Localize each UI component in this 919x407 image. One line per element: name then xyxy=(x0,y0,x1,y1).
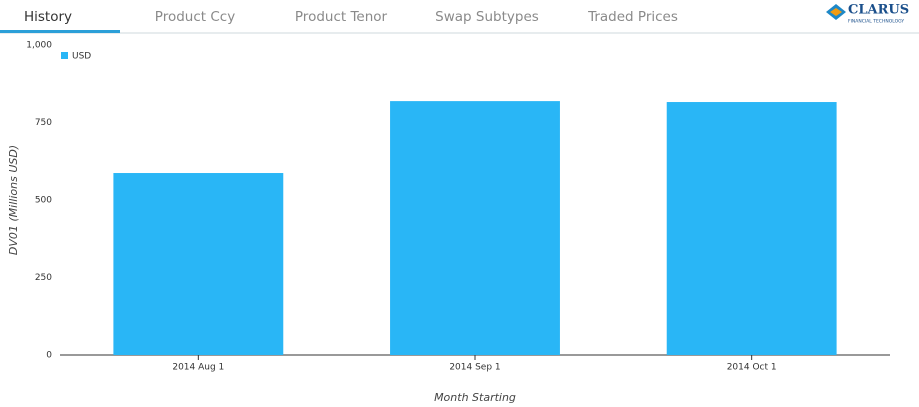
logo-icon-inner xyxy=(830,8,842,16)
logo: CLARUS FINANCIAL TECHNOLOGY xyxy=(826,3,909,25)
x-tick-label: 2014 Aug 1 xyxy=(172,363,224,373)
logo-tagline: FINANCIAL TECHNOLOGY xyxy=(848,19,904,25)
legend-swatch xyxy=(61,52,68,59)
logo-name: CLARUS xyxy=(848,3,909,18)
y-tick-label: 750 xyxy=(35,118,52,128)
tab[interactable]: Traded Prices xyxy=(587,9,678,25)
y-tick-label: 250 xyxy=(35,273,52,283)
y-tick-label: 500 xyxy=(35,196,52,206)
x-tick-label: 2014 Sep 1 xyxy=(449,363,500,373)
y-axis-title: DV01 (Millions USD) xyxy=(7,145,20,255)
active-tab-indicator xyxy=(0,30,120,33)
tab[interactable]: Product Tenor xyxy=(295,9,388,25)
y-tick-label: 0 xyxy=(46,351,52,361)
legend-label: USD xyxy=(72,52,91,62)
x-axis-title: Month Starting xyxy=(434,391,516,404)
bar xyxy=(666,102,837,355)
bar xyxy=(113,173,284,355)
tab[interactable]: Swap Subtypes xyxy=(435,9,539,25)
tab[interactable]: Product Ccy xyxy=(155,9,235,25)
tab[interactable]: History xyxy=(24,9,72,25)
x-tick-label: 2014 Oct 1 xyxy=(727,363,777,373)
bar xyxy=(390,101,560,355)
y-tick-label: 1,000 xyxy=(26,41,52,51)
